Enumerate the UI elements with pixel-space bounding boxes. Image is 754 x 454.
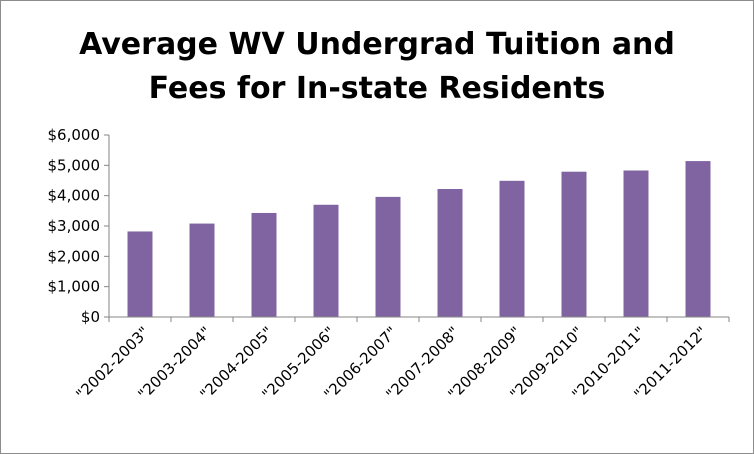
bar (189, 223, 215, 317)
bar (561, 171, 587, 317)
bar (499, 180, 525, 317)
y-tick-label: $6,000 (48, 126, 101, 144)
axes (104, 134, 730, 322)
chart-title: Average WV Undergrad Tuition and Fees fo… (1, 23, 753, 111)
y-tick-label: $4,000 (48, 187, 101, 205)
x-axis-tick-labels: "2002-2003""2003-2004""2004-2005""2005-2… (73, 323, 711, 403)
y-tick-label: $1,000 (48, 278, 101, 296)
y-tick-label: $2,000 (48, 247, 101, 265)
bar (313, 204, 339, 317)
bar (127, 231, 153, 317)
y-tick-label: $5,000 (48, 156, 101, 174)
bar (623, 170, 649, 317)
y-axis-tick-labels: $0 $1,000 $2,000 $3,000 $4,000 $5,000 $6,000 (48, 126, 101, 326)
bar (685, 161, 711, 317)
chart-title-line-2: Fees for In-state Residents (148, 71, 606, 106)
bar (251, 212, 277, 317)
chart-title-line-1: Average WV Undergrad Tuition and (79, 27, 675, 62)
y-tick-label: $0 (81, 308, 100, 326)
bar-series (127, 161, 711, 317)
y-tick-label: $3,000 (48, 217, 101, 235)
bar (437, 188, 463, 317)
bar (375, 196, 401, 317)
